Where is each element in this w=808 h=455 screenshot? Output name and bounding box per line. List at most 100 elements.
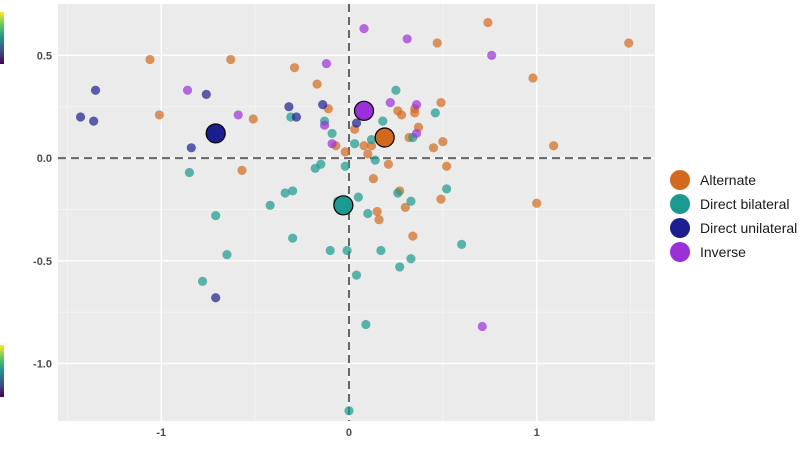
data-point-direct-bilateral bbox=[316, 159, 326, 169]
data-point-direct-bilateral bbox=[351, 270, 362, 280]
data-point-alternate bbox=[383, 159, 394, 169]
data-point-direct-bilateral bbox=[280, 188, 290, 198]
data-point-direct-unilateral bbox=[89, 116, 99, 126]
data-point-direct-bilateral bbox=[363, 208, 373, 219]
legend-key-alternate bbox=[670, 170, 690, 190]
data-point-alternate bbox=[226, 54, 236, 65]
data-point-alternate bbox=[432, 38, 442, 48]
centroid-inverse bbox=[353, 100, 375, 121]
legend-item-alternate: Alternate bbox=[670, 168, 797, 192]
data-point-direct-bilateral bbox=[327, 128, 337, 139]
data-point-direct-bilateral bbox=[406, 196, 416, 206]
data-point-inverse bbox=[319, 120, 330, 130]
data-point-alternate bbox=[396, 110, 407, 120]
data-point-alternate bbox=[374, 215, 384, 225]
y-tick-label: -1.0 bbox=[33, 358, 52, 370]
legend-label: Inverse bbox=[700, 244, 746, 260]
y-tick-label: 0.5 bbox=[37, 50, 52, 62]
data-point-inverse bbox=[327, 139, 337, 149]
data-point-alternate bbox=[363, 149, 373, 159]
data-point-direct-bilateral bbox=[395, 262, 405, 272]
data-point-inverse bbox=[411, 100, 422, 110]
data-point-alternate bbox=[145, 54, 155, 65]
data-point-direct-unilateral bbox=[284, 102, 294, 112]
data-point-direct-unilateral bbox=[201, 89, 211, 99]
data-point-inverse bbox=[233, 110, 243, 120]
data-point-direct-bilateral bbox=[350, 139, 360, 149]
data-point-alternate bbox=[442, 161, 452, 171]
legend-label: Direct unilateral bbox=[700, 220, 798, 236]
data-point-alternate bbox=[368, 174, 378, 184]
data-point-alternate bbox=[624, 38, 634, 48]
data-points bbox=[75, 17, 634, 416]
data-point-direct-bilateral bbox=[222, 250, 232, 260]
data-point-direct-bilateral bbox=[361, 319, 371, 330]
data-point-direct-bilateral bbox=[366, 134, 377, 145]
legend-item-direct-unilateral: Direct unilateral bbox=[670, 216, 797, 240]
data-point-direct-bilateral bbox=[370, 155, 380, 165]
legend-item-direct-bilateral: Direct bilateral bbox=[670, 192, 797, 216]
data-point-alternate bbox=[340, 147, 350, 157]
data-point-direct-unilateral bbox=[351, 118, 362, 128]
data-point-direct-bilateral bbox=[353, 192, 363, 202]
x-tick-label: 0 bbox=[346, 427, 352, 439]
legend-key-direct-unilateral bbox=[670, 218, 690, 238]
data-point-direct-bilateral bbox=[393, 188, 403, 198]
data-point-direct-unilateral bbox=[186, 143, 196, 153]
data-point-alternate bbox=[408, 231, 418, 241]
legend-item-inverse: Inverse bbox=[670, 240, 797, 264]
colorbar-legend-bottom bbox=[0, 345, 4, 397]
data-point-alternate bbox=[372, 206, 382, 217]
plot-panel-background bbox=[58, 4, 655, 421]
x-tick-label: 1 bbox=[534, 427, 540, 439]
data-point-inverse bbox=[411, 128, 422, 139]
data-point-alternate bbox=[528, 73, 538, 83]
data-point-inverse bbox=[182, 85, 193, 95]
data-point-direct-bilateral bbox=[457, 239, 467, 249]
data-point-direct-bilateral bbox=[211, 210, 221, 221]
y-tick-label: -0.5 bbox=[33, 256, 52, 268]
legend-key-direct-bilateral bbox=[670, 194, 690, 214]
data-point-alternate bbox=[359, 141, 369, 151]
data-point-direct-bilateral bbox=[344, 406, 354, 416]
data-point-direct-bilateral bbox=[376, 245, 386, 256]
y-tick-label: 0.0 bbox=[37, 153, 52, 165]
data-point-alternate bbox=[289, 63, 300, 73]
data-point-inverse bbox=[477, 321, 487, 332]
data-point-direct-bilateral bbox=[442, 184, 452, 194]
data-point-direct-bilateral bbox=[325, 245, 335, 256]
data-point-inverse bbox=[487, 50, 497, 60]
data-point-direct-bilateral bbox=[197, 276, 208, 286]
legend: Alternate Direct bilateral Direct unilat… bbox=[670, 168, 797, 264]
centroid-alternate bbox=[374, 127, 395, 148]
data-point-direct-bilateral bbox=[184, 167, 195, 178]
data-point-alternate bbox=[436, 194, 446, 204]
data-point-direct-unilateral bbox=[75, 112, 86, 122]
data-point-direct-bilateral bbox=[265, 200, 275, 210]
centroid-markers bbox=[205, 100, 395, 216]
data-point-direct-bilateral bbox=[288, 233, 298, 243]
data-point-direct-bilateral bbox=[391, 85, 401, 95]
data-point-direct-unilateral bbox=[211, 293, 221, 303]
data-point-alternate bbox=[400, 202, 410, 212]
data-point-alternate bbox=[436, 98, 446, 108]
legend-label: Alternate bbox=[700, 172, 757, 188]
data-point-alternate bbox=[410, 108, 420, 118]
data-point-direct-unilateral bbox=[291, 112, 302, 122]
legend-label: Direct bilateral bbox=[700, 196, 790, 212]
data-point-alternate bbox=[312, 79, 322, 89]
data-point-alternate bbox=[248, 114, 258, 124]
data-point-alternate bbox=[428, 143, 439, 153]
x-tick-label: -1 bbox=[156, 427, 166, 439]
data-point-alternate bbox=[532, 198, 542, 208]
data-point-direct-bilateral bbox=[342, 245, 352, 256]
data-point-inverse bbox=[402, 34, 412, 44]
axis-tick-labels: -1 0 1 0.5 0.0 -0.5 -1.0 bbox=[33, 50, 540, 439]
data-point-inverse bbox=[321, 58, 332, 69]
data-point-direct-bilateral bbox=[288, 186, 298, 196]
data-point-inverse bbox=[385, 98, 395, 108]
data-point-direct-bilateral bbox=[430, 108, 440, 118]
centroid-direct-bilateral bbox=[333, 195, 354, 216]
data-point-inverse bbox=[359, 24, 369, 34]
data-point-direct-bilateral bbox=[378, 116, 388, 126]
